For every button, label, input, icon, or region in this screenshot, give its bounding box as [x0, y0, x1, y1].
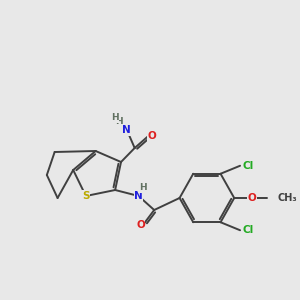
Text: H: H — [139, 184, 146, 193]
Text: Cl: Cl — [242, 161, 253, 171]
Text: S: S — [82, 191, 90, 201]
Text: O: O — [248, 193, 256, 203]
Text: N: N — [122, 125, 131, 135]
Text: O: O — [148, 131, 157, 141]
Text: O: O — [136, 220, 145, 230]
Text: CH₃: CH₃ — [277, 193, 297, 203]
Text: N: N — [134, 191, 143, 201]
Text: H: H — [111, 113, 119, 122]
Text: H: H — [115, 118, 123, 127]
Text: Cl: Cl — [242, 225, 253, 235]
